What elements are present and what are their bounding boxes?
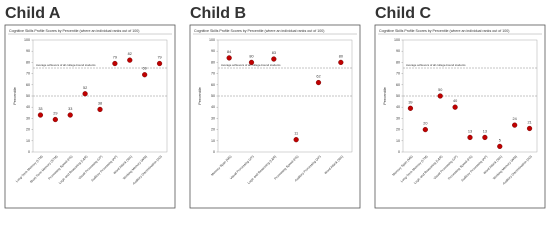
y-tick-label: 60 [211,83,215,87]
y-tick-label: 20 [211,128,215,132]
chart-title: Cognitive Skills Profile Scores by Perce… [194,29,324,33]
data-label: 38 [98,101,102,105]
data-label: 40 [453,99,457,103]
data-label: 13 [468,129,472,133]
data-label: 29 [53,112,57,116]
data-point [127,57,133,63]
data-label: 33 [68,107,72,111]
y-axis-label: Percentile [197,86,202,105]
data-label: 24 [513,117,517,121]
y-tick-label: 70 [396,72,400,76]
y-tick-label: 20 [396,128,400,132]
y-tick-label: 30 [211,116,215,120]
y-tick-label: 60 [26,83,30,87]
reference-label: Average achievers of all college-bound s… [406,63,466,67]
y-axis-label: Percentile [382,86,387,105]
y-tick-label: 40 [396,105,400,109]
data-label: 33 [38,107,42,111]
y-tick-label: 50 [211,94,215,98]
data-point [338,59,344,66]
y-tick-label: 80 [211,60,215,64]
data-label: 84 [227,50,231,54]
y-tick-label: 10 [396,139,400,143]
chart-title: Cognitive Skills Profile Scores by Perce… [9,29,139,33]
y-tick-label: 50 [396,94,400,98]
y-tick-label: 70 [26,72,30,76]
data-label: 11 [294,132,298,136]
y-tick-label: 10 [26,139,30,143]
reference-label: Average achievers of all college-bound s… [36,63,96,67]
y-tick-label: 30 [396,116,400,120]
data-point [512,122,518,128]
reference-label: Average achievers of all college-bound s… [221,63,281,67]
data-point [142,72,148,78]
panel-box [4,24,176,209]
data-point [467,134,473,141]
y-tick-label: 30 [26,116,30,120]
data-label: 79 [113,56,117,60]
panel-heading: Child C [375,5,431,22]
data-label: 80 [339,54,343,58]
y-tick-label: 90 [211,49,215,53]
data-label: 79 [157,56,161,60]
y-tick-label: 80 [396,60,400,64]
y-tick-label: 0 [213,150,215,154]
y-tick-label: 40 [26,105,30,109]
y-tick-label: 90 [396,49,400,53]
data-point [226,55,232,61]
y-tick-label: 40 [211,105,215,109]
data-label: 13 [483,129,487,133]
y-tick-label: 0 [28,150,30,154]
data-point [315,79,322,86]
data-label: 20 [423,122,427,126]
data-point [437,93,443,99]
data-label: 82 [128,52,132,56]
y-tick-label: 50 [26,94,30,98]
y-tick-label: 10 [211,139,215,143]
data-point [271,56,277,62]
data-label: 52 [83,86,87,90]
y-tick-label: 0 [398,150,400,154]
data-label: 39 [408,100,412,104]
data-label: 21 [527,120,531,124]
data-point [97,106,103,113]
y-tick-label: 20 [26,128,30,132]
data-point [52,116,58,123]
data-point [407,105,414,111]
data-point [422,127,428,133]
data-label: 5 [499,138,501,142]
y-tick-label: 70 [211,72,215,76]
panel-box [189,24,361,209]
y-axis-label: Percentile [12,86,17,105]
panel-box [374,24,546,209]
data-point [497,143,503,150]
data-point [156,60,163,67]
panel-heading: Child A [5,5,61,22]
data-point [293,137,299,143]
y-tick-label: 60 [396,83,400,87]
data-label: 62 [316,75,320,79]
y-tick-label: 80 [26,60,30,64]
y-tick-label: 100 [24,38,30,42]
y-tick-label: 100 [209,38,215,42]
panel-heading: Child B [190,5,246,22]
data-point [82,91,88,97]
data-label: 69 [143,67,147,71]
data-label: 50 [438,88,442,92]
chart-title: Cognitive Skills Profile Scores by Perce… [379,29,509,33]
data-label: 80 [249,54,253,58]
data-point [112,60,118,67]
data-point [67,112,73,118]
data-point [452,104,458,110]
y-tick-label: 100 [394,38,400,42]
data-point [248,59,255,66]
page: Child A Cognitive Skills Profile Scores b… [4,5,546,209]
data-label: 83 [272,51,276,55]
data-point [482,134,488,141]
data-point [37,112,44,118]
y-tick-label: 90 [26,49,30,53]
data-point [526,125,533,132]
